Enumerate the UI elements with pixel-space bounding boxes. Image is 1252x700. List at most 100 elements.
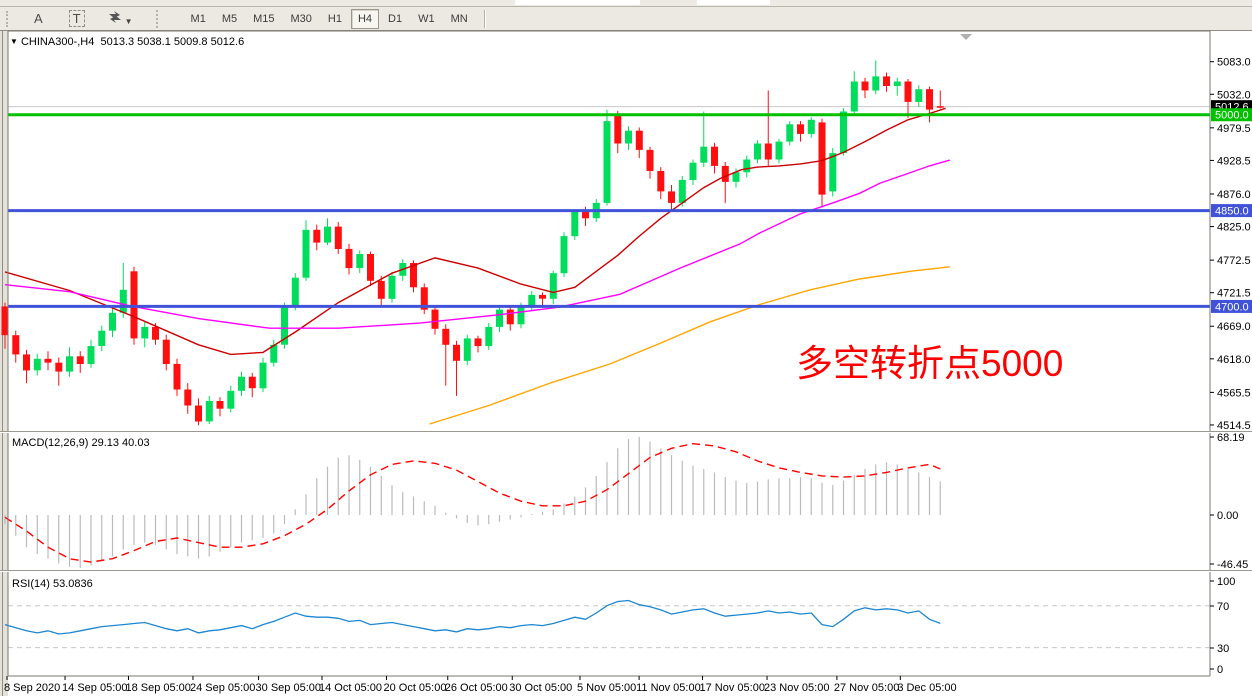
candle <box>152 326 159 340</box>
time-axis-label: 23 Nov 05:00 <box>764 682 829 694</box>
time-axis-label: 26 Oct 05:00 <box>445 682 508 694</box>
candle <box>388 275 396 299</box>
candle <box>582 211 589 219</box>
candle <box>721 165 729 182</box>
text-box-tool-label: T <box>68 10 85 27</box>
candle <box>302 229 310 278</box>
hline-price-4850-box <box>1211 204 1252 218</box>
candle <box>657 171 665 192</box>
chart-text-annotation[interactable]: 多空转折点5000 <box>796 343 1064 384</box>
timeframe-button-d1[interactable]: D1 <box>381 9 409 29</box>
dropdown-caret-icon: ▼ <box>124 17 133 26</box>
symbol-dropdown-icon[interactable]: ▼ <box>10 37 18 46</box>
timeframe-button-m5[interactable]: M5 <box>215 9 244 29</box>
candle <box>732 172 740 182</box>
candle <box>453 344 460 361</box>
timeframe-button-m1[interactable]: M1 <box>184 9 213 29</box>
chart-title: ▼ CHINA300-,H4 5013.3 5038.1 5009.8 5012… <box>10 36 244 48</box>
macd-histogram-layer <box>4 436 941 568</box>
hline-price-4700-label: 4700.0 <box>1215 301 1249 313</box>
rsi-axis-label: 70 <box>1217 601 1229 613</box>
candle <box>173 363 181 390</box>
macd-signal-line <box>4 442 941 563</box>
timeframe-button-group: M1 M5 M15 M30 H1 H4 D1 W1 MN <box>183 8 476 29</box>
candle <box>130 271 138 339</box>
candle <box>829 153 837 192</box>
candle <box>98 330 106 346</box>
candle <box>324 226 331 243</box>
candle <box>55 362 63 372</box>
candle <box>646 149 654 171</box>
candle <box>291 277 299 307</box>
auto-scroll-marker-icon[interactable] <box>960 34 972 40</box>
time-axis[interactable] <box>8 676 1210 696</box>
time-axis-label: 30 Sep 05:00 <box>256 682 321 694</box>
window-top-strip <box>0 0 1252 7</box>
chart-symbol: CHINA300-,H4 <box>20 36 95 48</box>
candle <box>700 146 708 163</box>
price-axis-label: 4876.0 <box>1217 189 1251 201</box>
candle <box>66 356 73 372</box>
left-gutter <box>0 31 8 696</box>
candle <box>119 289 127 313</box>
time-axis-label: 17 Nov 05:00 <box>700 682 765 694</box>
timeframe-button-m30[interactable]: M30 <box>284 9 319 29</box>
candle <box>807 119 815 134</box>
candle <box>764 143 772 160</box>
price-axis-label: 5032.0 <box>1217 89 1251 101</box>
price-axis[interactable] <box>1210 31 1252 676</box>
ma-red-line <box>4 107 946 356</box>
toolbar-grip[interactable] <box>6 10 13 27</box>
ma-orange-line <box>429 266 950 425</box>
candle <box>549 273 557 299</box>
candles-layer <box>1 60 944 426</box>
macd-pane[interactable] <box>8 433 1210 570</box>
candle <box>528 294 536 307</box>
candle <box>689 162 697 180</box>
timeframe-button-m15[interactable]: M15 <box>246 9 281 29</box>
candle <box>33 358 41 371</box>
candle <box>420 287 428 310</box>
hline-price-4850-label: 4850.0 <box>1215 206 1249 218</box>
timeframe-button-h4[interactable]: H4 <box>350 8 380 29</box>
rsi-axis-label: 30 <box>1217 643 1229 655</box>
candle <box>936 106 944 108</box>
candle <box>668 191 675 203</box>
cycle-arrows-icon <box>108 11 121 23</box>
rsi-pane[interactable] <box>8 572 1210 676</box>
candle <box>775 141 783 160</box>
cycle-arrows-tool-button[interactable]: ▼ <box>105 9 135 28</box>
candle <box>743 159 751 173</box>
price-axis-label: 4514.5 <box>1217 420 1251 432</box>
candle <box>474 338 482 347</box>
candle <box>517 306 525 325</box>
price-axis-label: 4979.5 <box>1217 123 1251 135</box>
candle <box>313 229 321 243</box>
time-axis-label: 18 Sep 05:00 <box>125 682 190 694</box>
candle <box>205 401 213 422</box>
timeframe-button-w1[interactable]: W1 <box>411 9 442 29</box>
time-axis-label: 30 Oct 05:00 <box>509 682 572 694</box>
candle <box>754 143 761 160</box>
toolbar-grip[interactable] <box>155 9 163 28</box>
price-axis-label: 5083.0 <box>1217 57 1251 69</box>
hline-price-5000-label: 5000.0 <box>1215 110 1249 122</box>
text-box-tool-button[interactable]: T <box>63 10 91 27</box>
time-axis-label: 14 Oct 05:00 <box>319 682 382 694</box>
timeframe-button-mn[interactable]: MN <box>444 9 475 29</box>
rsi-line <box>4 599 941 635</box>
time-axis-label: 11 Nov 05:00 <box>636 682 701 694</box>
price-axis-label: 4618.0 <box>1217 354 1251 366</box>
candle <box>850 81 858 112</box>
candle <box>797 124 804 134</box>
candle <box>248 376 256 389</box>
text-label-tool-button[interactable]: A <box>28 10 49 27</box>
candle <box>614 114 622 144</box>
time-axis-label: 5 Nov 05:00 <box>577 682 636 694</box>
timeframe-button-h1[interactable]: H1 <box>321 9 349 29</box>
time-axis-label: 27 Nov 05:00 <box>834 682 899 694</box>
candle <box>818 122 826 195</box>
candle <box>872 76 880 91</box>
macd-indicator-label: MACD(12,26,9) 29.13 40.03 <box>12 437 150 449</box>
